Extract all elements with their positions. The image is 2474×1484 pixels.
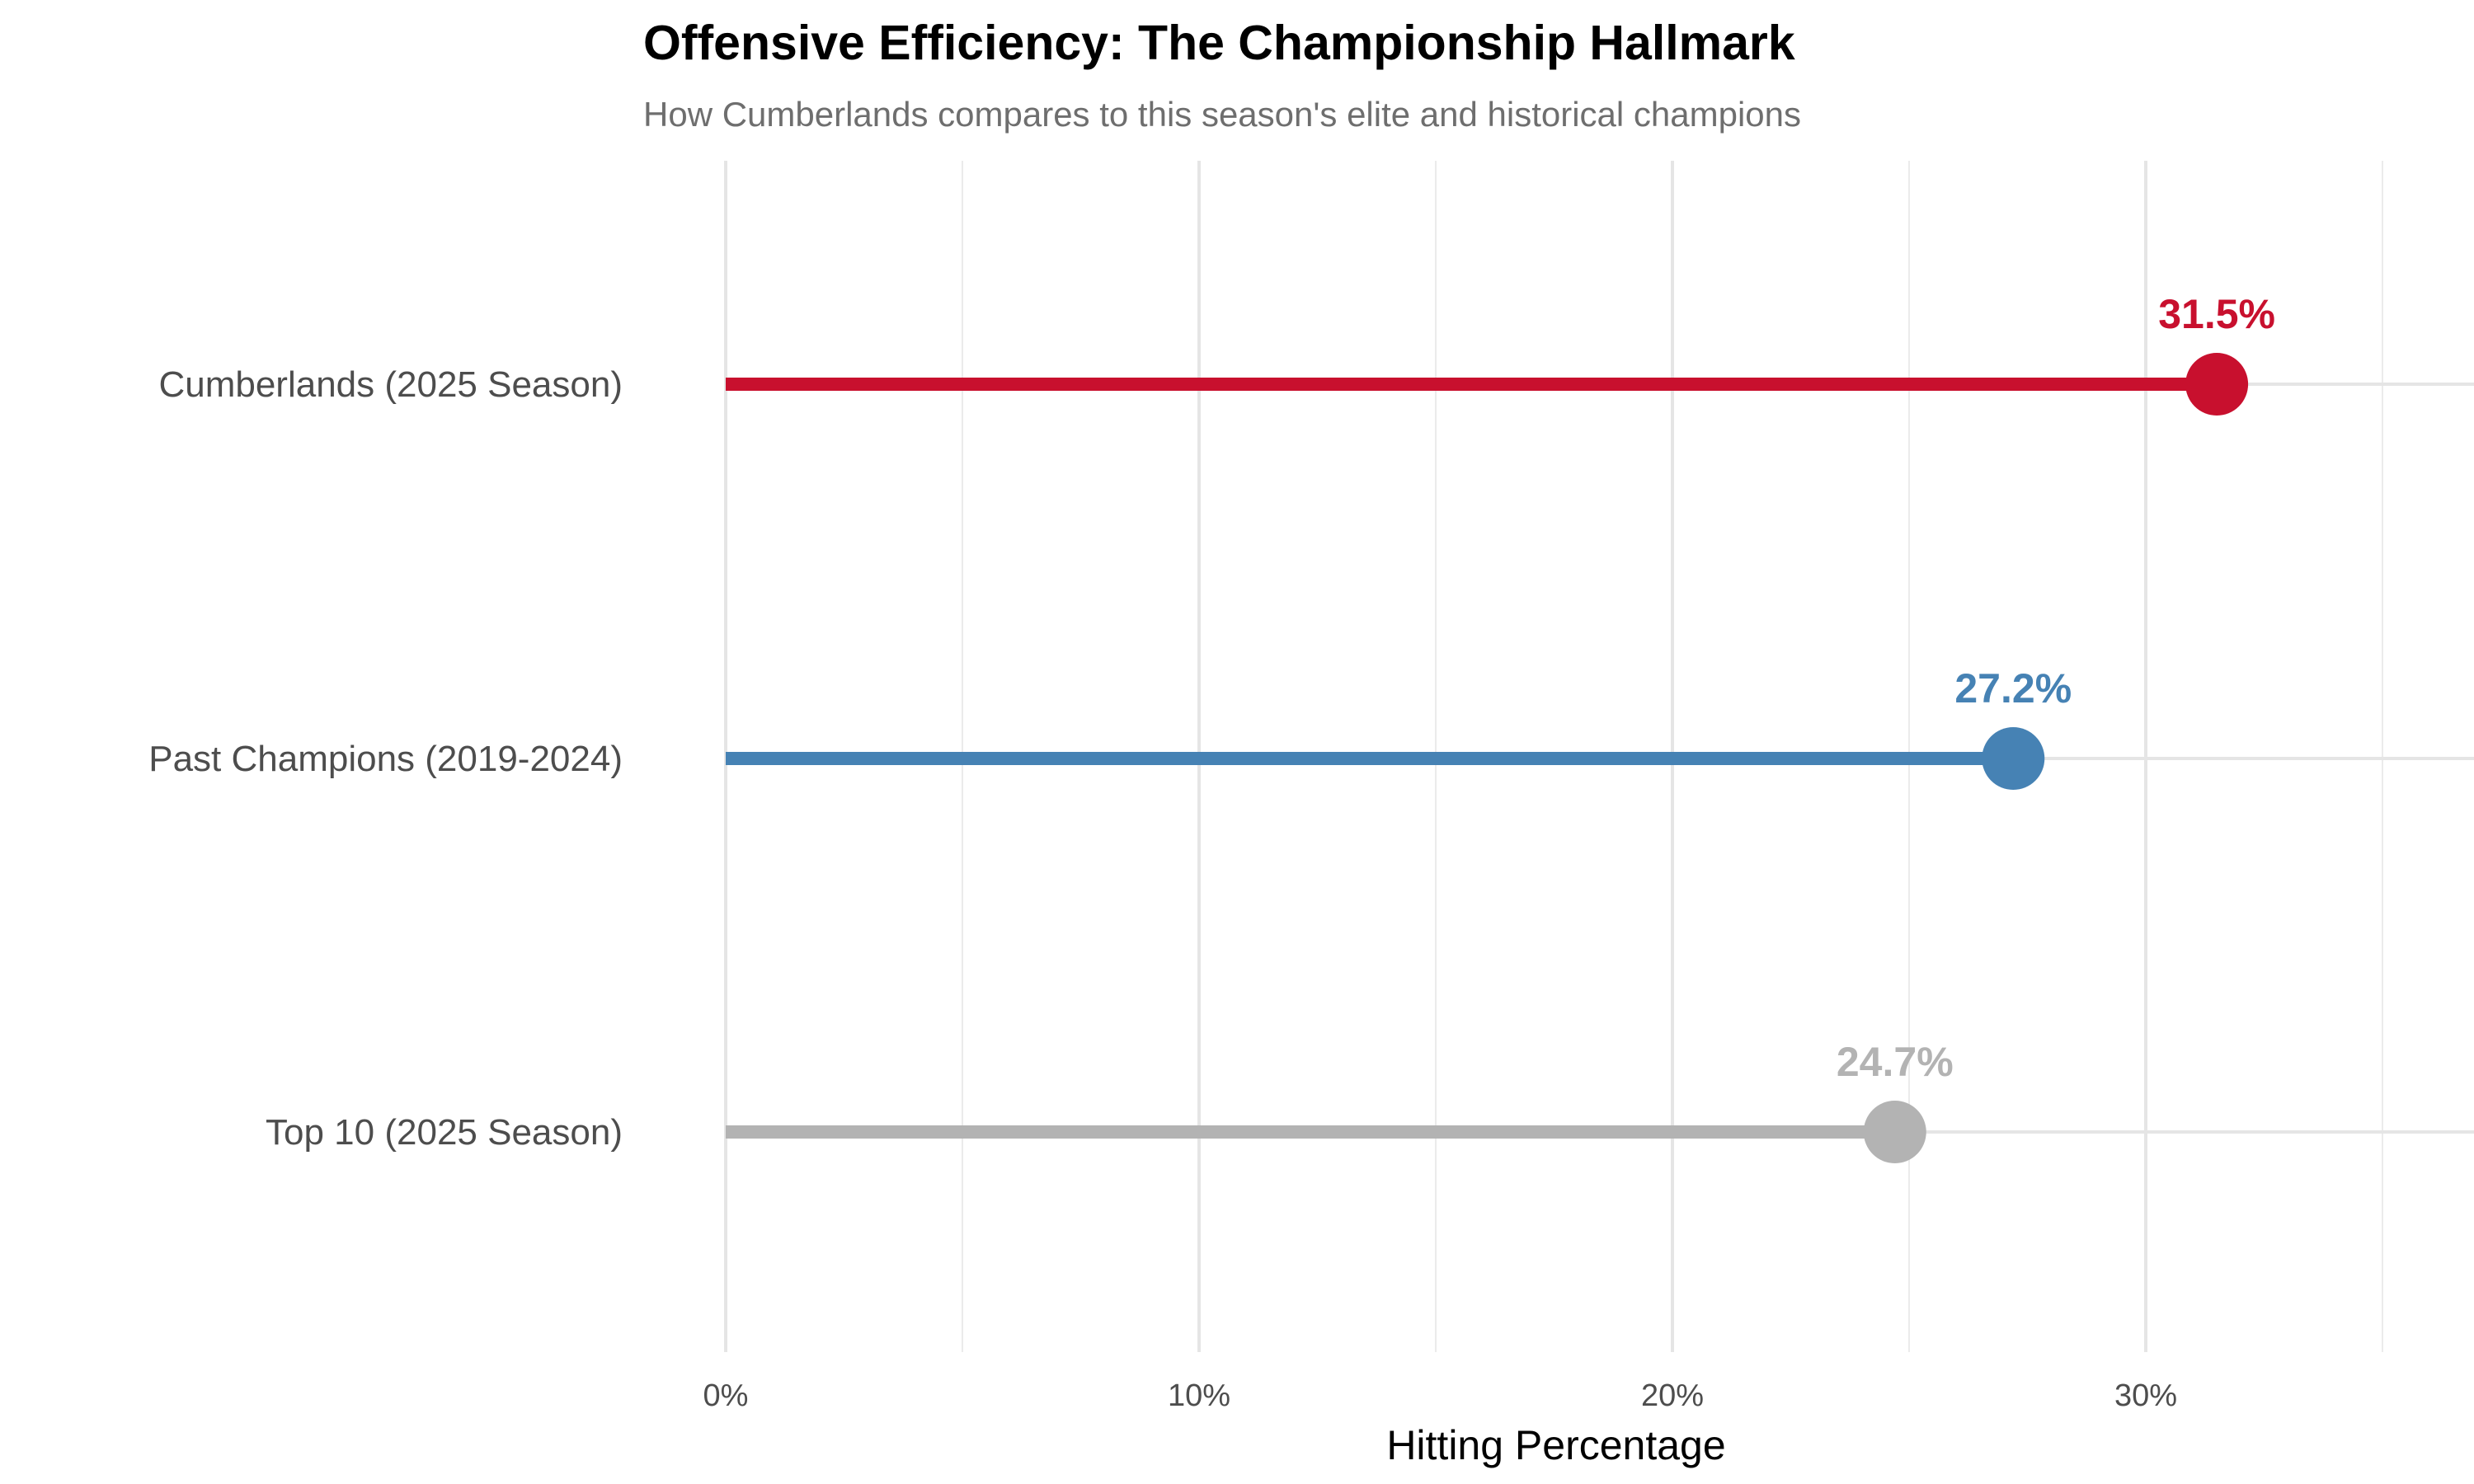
category-label: Past Champions (2019-2024) [148,739,623,779]
x-tick-label: 20% [1641,1378,1704,1413]
value-label: 24.7% [1837,1039,1954,1085]
lollipop-dot [1863,1101,1926,1163]
lollipop-dot [1982,727,2045,790]
x-tick-label: 10% [1168,1378,1230,1413]
x-tick-label: 30% [2114,1378,2177,1413]
x-axis-label: Hitting Percentage [1386,1422,1725,1468]
lollipop-marks [726,353,2249,1163]
chart-title: Offensive Efficiency: The Championship H… [643,16,1795,70]
value-label: 31.5% [2158,291,2275,337]
value-label: 27.2% [1954,665,2072,711]
category-label: Top 10 (2025 Season) [266,1112,623,1153]
x-tick-label: 0% [703,1378,749,1413]
lollipop-dot [2185,353,2249,416]
category-label: Cumberlands (2025 Season) [158,364,623,405]
chart-subtitle: How Cumberlands compares to this season'… [643,95,1802,134]
chart-labels: 0% 10% 20% 30% Cumberlands (2025 Season) 31.5… [148,291,2275,1413]
